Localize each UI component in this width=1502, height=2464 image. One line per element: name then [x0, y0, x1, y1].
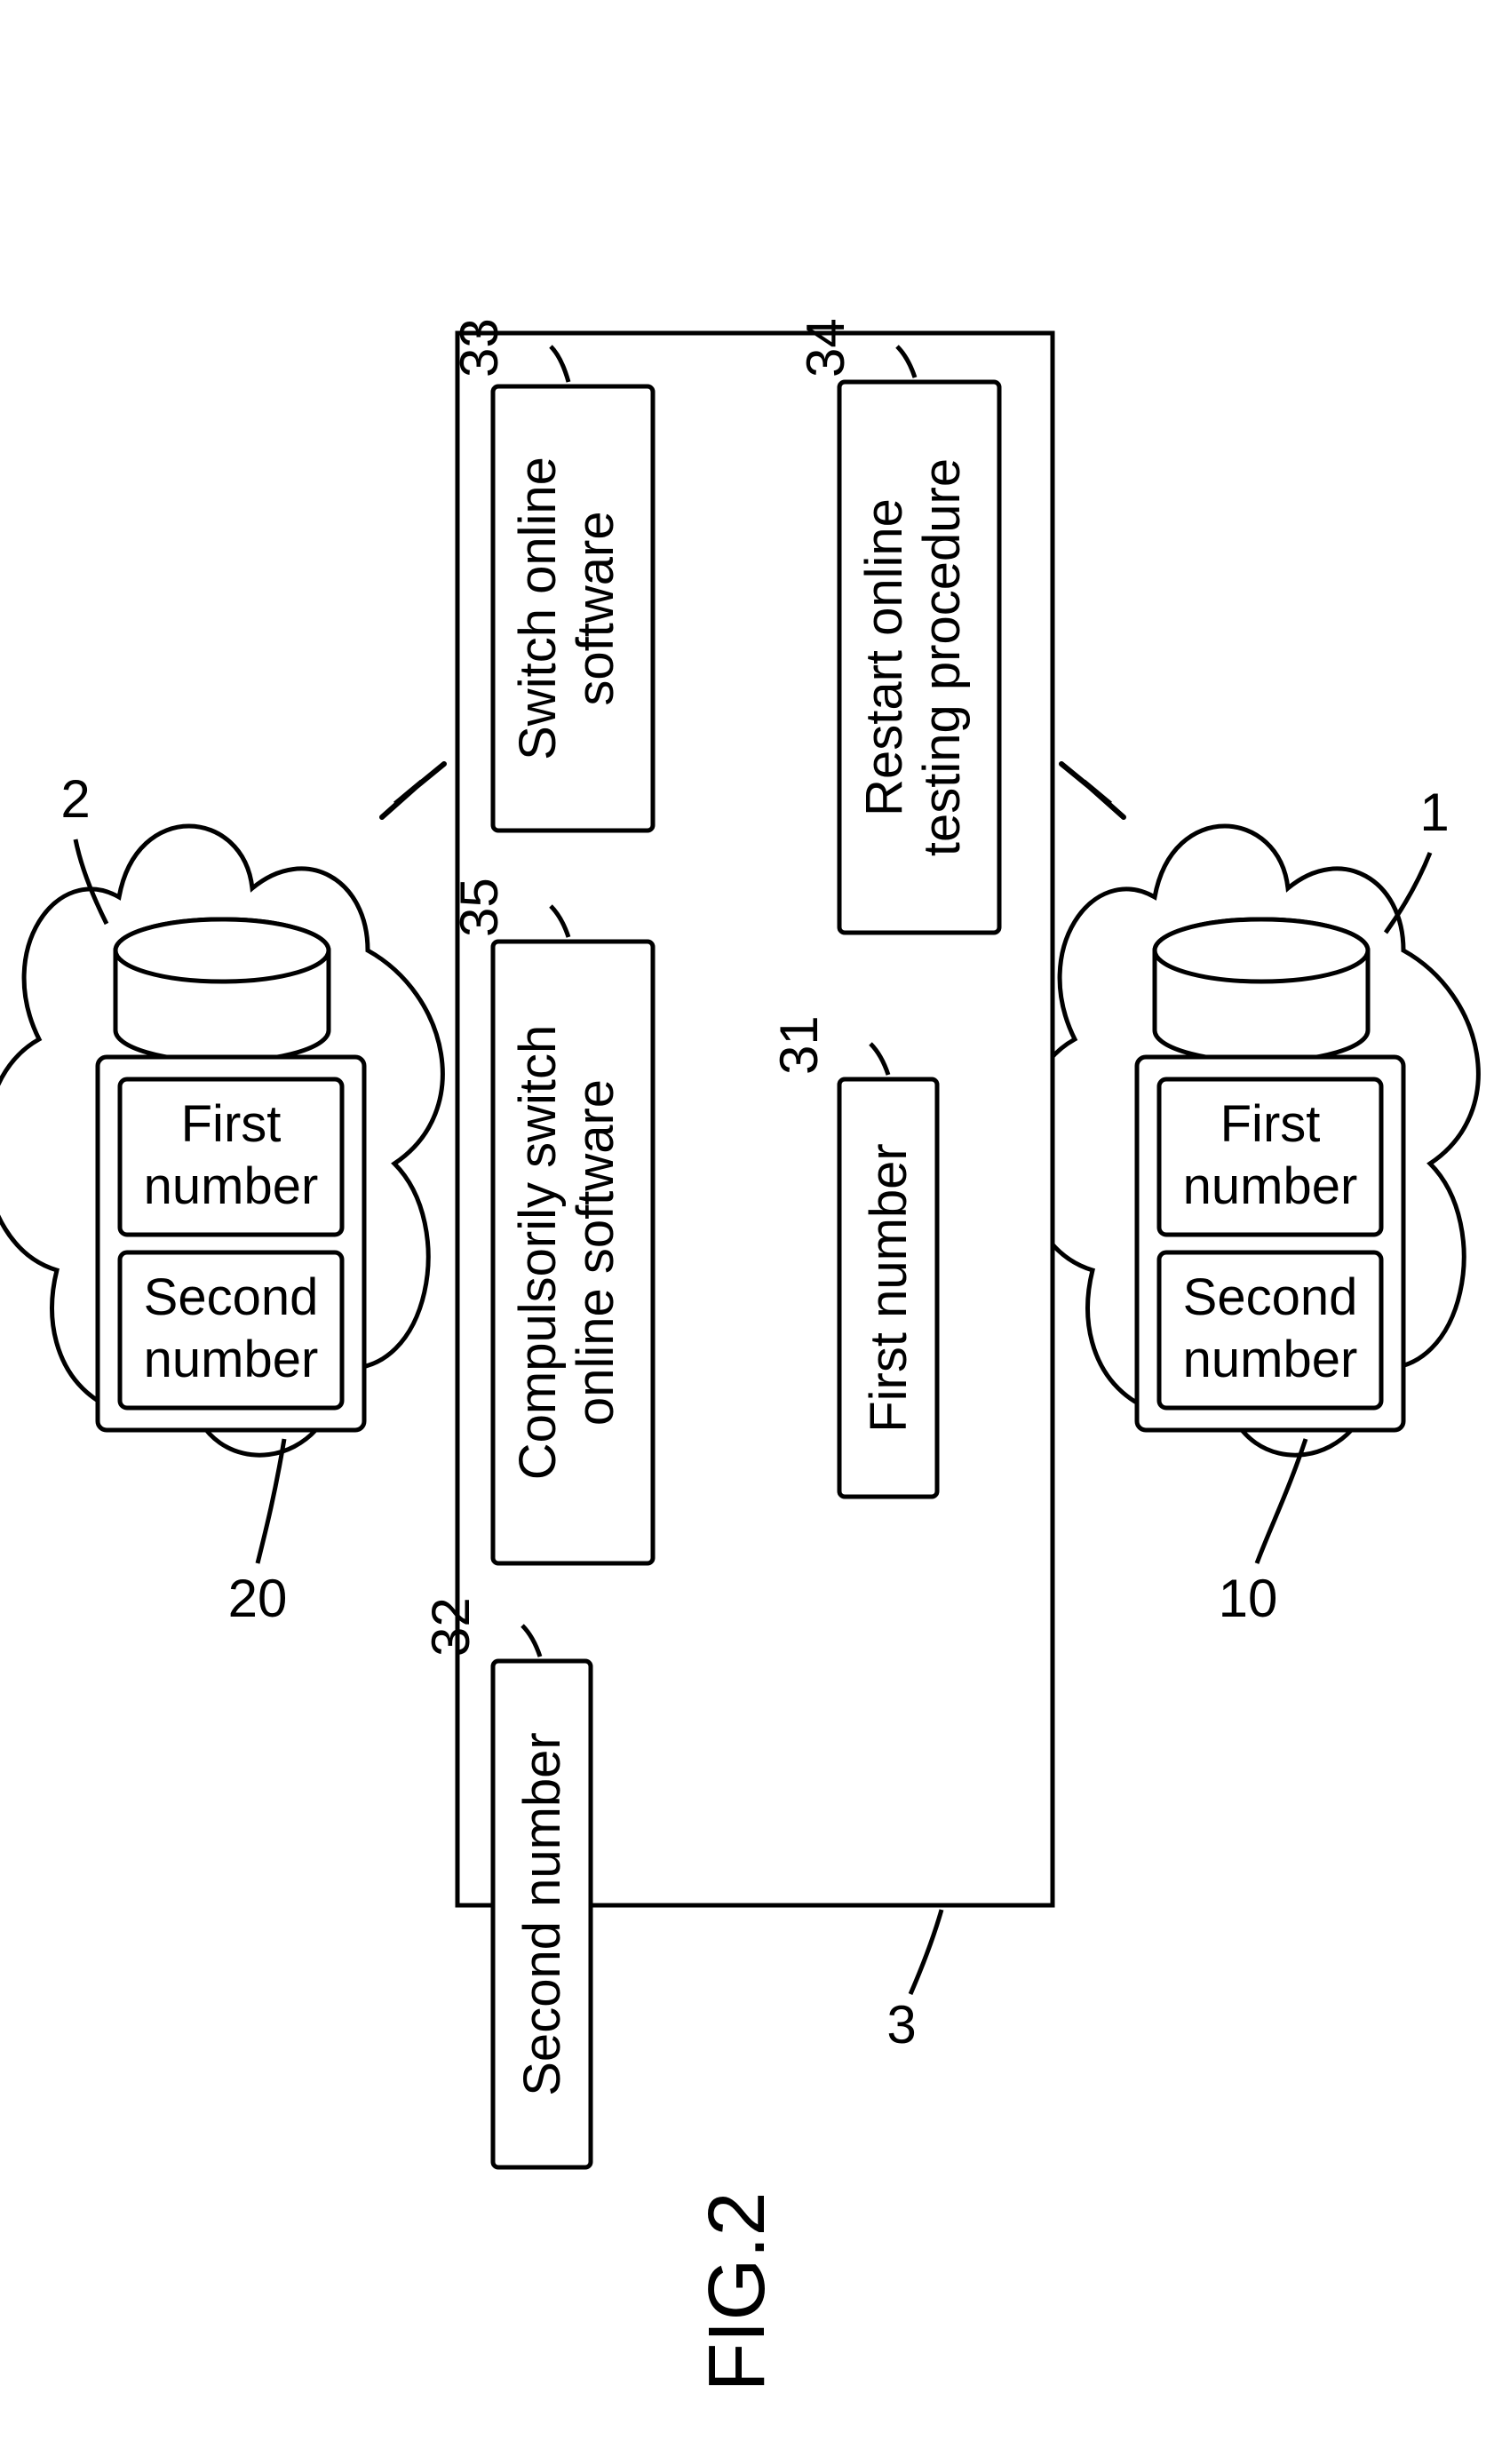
box-35-l1: Compulsorily switch	[509, 1025, 567, 1480]
box-33-l2: software	[567, 511, 624, 705]
right-second-number-l1: Second	[1183, 1268, 1358, 1326]
right-second-number-l2: number	[1183, 1331, 1358, 1388]
callout-3: 3	[886, 1995, 916, 2055]
callout-31: 31	[769, 1015, 829, 1075]
left-first-number-l1: First	[181, 1095, 282, 1153]
box-32-text: Second number	[513, 1732, 571, 2095]
box-35-l2: online software	[567, 1079, 624, 1426]
right-first-number-l2: number	[1183, 1157, 1358, 1215]
box-34-l1: Restart online	[855, 498, 913, 816]
db-cylinder-left	[115, 919, 329, 1061]
callout-33: 33	[449, 318, 509, 378]
callout-1-leader	[1386, 853, 1430, 933]
right-first-number-l1: First	[1220, 1095, 1321, 1153]
figure-page: First number Second number 2 20 First nu…	[0, 0, 1502, 2464]
callout-2: 2	[60, 769, 90, 829]
callout-10-leader	[1257, 1439, 1306, 1563]
left-first-number-l2: number	[144, 1157, 319, 1215]
callout-35: 35	[449, 878, 509, 937]
wireless-left-icon	[382, 764, 444, 817]
callout-20-leader	[258, 1439, 284, 1563]
wireless-right-icon	[1061, 764, 1124, 817]
box-34-l2: testing procedure	[913, 458, 971, 856]
box-33-l1: Switch online	[509, 457, 567, 760]
callout-10: 10	[1219, 1569, 1278, 1628]
figure-caption: FIG.2	[693, 2191, 782, 2391]
callout-20: 20	[228, 1569, 288, 1628]
db-cylinder-right	[1155, 919, 1368, 1061]
figure-svg: First number Second number 2 20 First nu…	[0, 0, 1502, 2464]
callout-1: 1	[1419, 783, 1449, 842]
callout-34: 34	[796, 318, 855, 378]
callout-3-leader	[910, 1910, 942, 1994]
callout-32: 32	[421, 1597, 481, 1657]
box-31-text: First number	[860, 1143, 918, 1433]
left-second-number-l1: Second	[144, 1268, 319, 1326]
left-second-number-l2: number	[144, 1331, 319, 1388]
